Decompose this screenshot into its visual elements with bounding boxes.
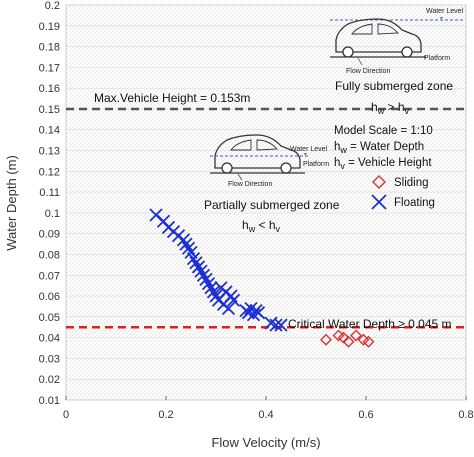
floating-point xyxy=(194,264,208,278)
legend-sliding-marker xyxy=(372,175,386,189)
y-tick-label: 0.01 xyxy=(39,395,60,407)
floating-point xyxy=(199,272,213,287)
car-wheel-icon xyxy=(342,46,354,58)
y-ticks: 0.01 0.02 0.03 0.04 0.05 0.06 0.07 0.08 0.09 0.1 0… xyxy=(39,0,60,407)
y-tick-label: 0.08 xyxy=(39,249,60,261)
car-wheel-icon xyxy=(221,162,233,174)
floating-point xyxy=(191,260,206,274)
sliding-point xyxy=(320,333,332,346)
y-tick-label: 0.14 xyxy=(39,125,60,137)
car-window-icon xyxy=(351,23,399,35)
floating-point xyxy=(181,241,196,255)
critical-water-depth-label: Critical Water Depth ≥ 0.045 m xyxy=(288,317,452,331)
x-tick-label: 0.2 xyxy=(158,409,173,421)
water-level-marker-icon xyxy=(440,17,443,20)
y-tick-label: 0.1 xyxy=(45,208,60,220)
car-icon xyxy=(214,134,301,169)
floating-point xyxy=(204,281,218,295)
partial-platform-label: Platform xyxy=(303,161,329,168)
car-wheel-icon xyxy=(401,46,413,58)
plot-area xyxy=(65,4,467,401)
floating-point xyxy=(251,306,266,320)
floating-point xyxy=(176,233,191,247)
partially-submerged-relation: hw < hv xyxy=(242,218,281,234)
grid xyxy=(66,4,466,401)
legend-floating-label: Floating xyxy=(394,197,435,209)
legend-sliding-label: Sliding xyxy=(394,177,429,189)
y-tick-label: 0.09 xyxy=(39,229,60,241)
x-tick-label: 0.6 xyxy=(358,409,373,421)
y-tick-label: 0.18 xyxy=(39,42,60,54)
y-tick-label: 0.13 xyxy=(39,146,60,158)
y-tick-label: 0.2 xyxy=(45,0,60,12)
fully-submerged-car-figure: Water Level Platform Flow Direction xyxy=(330,8,464,75)
floating-point xyxy=(221,301,236,316)
fully-platform-label: Platform xyxy=(424,55,450,62)
y-tick-label: 0.12 xyxy=(39,166,60,178)
fully-submerged-zone-label: Fully submerged zone xyxy=(335,79,453,93)
water-level-marker-icon xyxy=(304,153,307,156)
y-axis-label: Water Depth (m) xyxy=(4,155,19,251)
sliding-point xyxy=(362,335,375,348)
fully-flow-direction-label: Flow Direction xyxy=(346,68,390,75)
y-tick-label: 0.15 xyxy=(39,104,60,116)
car-icon xyxy=(335,18,422,53)
flow-direction-pointer xyxy=(237,173,243,181)
x-tick-label: 0 xyxy=(63,409,69,421)
floating-point xyxy=(189,256,203,270)
model-scale-label: Model Scale = 1:10 xyxy=(334,125,433,137)
fully-submerged-relation: hw > hv xyxy=(371,100,410,116)
data-points xyxy=(149,208,375,348)
floating-point xyxy=(179,237,193,251)
floating-point xyxy=(186,251,201,266)
floating-point xyxy=(226,293,241,307)
legend: Sliding Floating xyxy=(371,175,435,210)
car-wheel-icon xyxy=(280,162,292,174)
y-tick-label: 0.03 xyxy=(39,353,60,365)
y-tick-label: 0.11 xyxy=(39,187,60,199)
legend-floating-marker xyxy=(371,194,387,210)
y-tick-label: 0.19 xyxy=(39,21,60,33)
x-tick-label: 0.4 xyxy=(258,409,273,421)
max-vehicle-height-label: Max.Vehicle Height = 0.153m xyxy=(94,91,250,105)
floating-point xyxy=(196,268,211,282)
y-tick-label: 0.07 xyxy=(39,270,60,282)
y-tick-label: 0.05 xyxy=(39,312,60,324)
x-ticks: 0 0.2 0.4 0.6 0.8 xyxy=(63,396,474,421)
partial-flow-direction-label: Flow Direction xyxy=(228,181,272,188)
y-tick-label: 0.02 xyxy=(39,374,60,386)
floating-point xyxy=(206,285,221,299)
y-tick-label: 0.04 xyxy=(39,333,60,345)
car-window-icon xyxy=(230,139,278,151)
y-tick-label: 0.16 xyxy=(39,83,60,95)
partially-submerged-car-figure: Water Level Platform Flow Direction xyxy=(210,134,329,188)
y-tick-label: 0.17 xyxy=(39,62,60,74)
x-tick-label: 0.8 xyxy=(458,409,473,421)
partial-water-level-label: Water Level xyxy=(290,146,328,153)
x-axis-label: Flow Velocity (m/s) xyxy=(211,435,320,450)
floating-point xyxy=(224,289,238,303)
partially-submerged-zone-label: Partially submerged zone xyxy=(204,198,340,212)
floating-point xyxy=(201,276,216,291)
sliding-point xyxy=(342,335,355,348)
sliding-point xyxy=(350,329,362,342)
y-tick-label: 0.06 xyxy=(39,291,60,303)
hv-definition: hv = Vehicle Height xyxy=(334,157,432,171)
hw-definition: hw = Water Depth xyxy=(334,141,424,155)
floating-point xyxy=(274,318,288,332)
fully-water-level-label: Water Level xyxy=(426,8,464,15)
floating-point xyxy=(269,318,283,332)
flow-direction-pointer xyxy=(357,57,363,66)
